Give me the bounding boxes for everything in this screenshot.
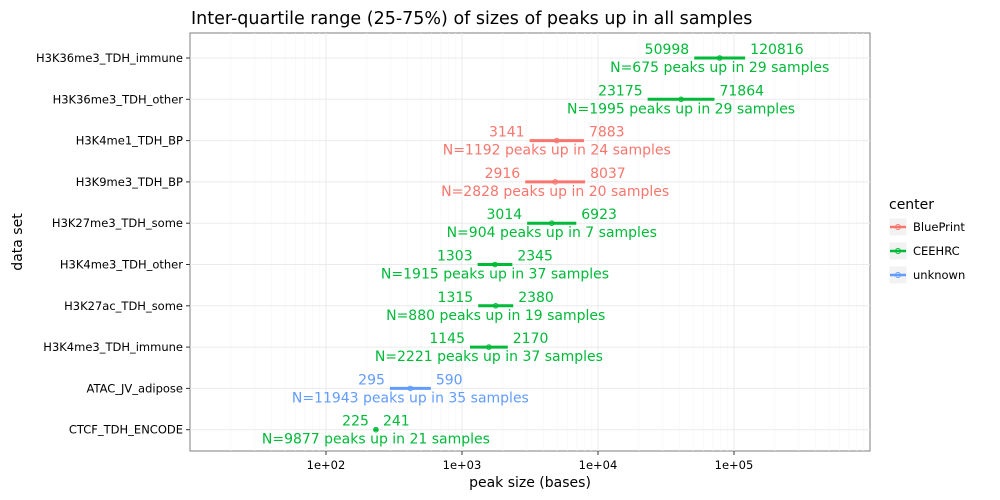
x-tick-label: 1e+02 xyxy=(307,458,346,472)
x-tick-label: 1e+04 xyxy=(579,458,618,472)
y-tick-label: H3K27me3_TDH_some xyxy=(52,216,183,230)
x-tick-label: 1e+03 xyxy=(443,458,482,472)
y-tick-label: ATAC_JV_adipose xyxy=(86,381,183,395)
y-tick-label: H3K9me3_TDH_BP xyxy=(76,175,183,189)
q25-label: 295 xyxy=(358,372,385,388)
median-point xyxy=(486,344,492,350)
legend-key-point xyxy=(895,224,901,230)
y-tick-label: H3K4me3_TDH_immune xyxy=(43,340,183,354)
q25-label: 3014 xyxy=(487,207,523,223)
count-label: N=11943 peaks up in 35 samples xyxy=(292,390,529,406)
count-label: N=1915 peaks up in 37 samples xyxy=(381,267,609,283)
count-label: N=904 peaks up in 7 samples xyxy=(447,225,657,241)
chart-title: Inter-quartile range (25-75%) of sizes o… xyxy=(191,9,752,29)
median-point xyxy=(373,426,379,433)
q25-label: 23175 xyxy=(598,83,643,99)
q75-label: 120816 xyxy=(750,42,804,58)
legend-items: BluePrint CEEHRC unknown xyxy=(888,217,965,285)
count-label: N=1192 peaks up in 24 samples xyxy=(443,143,671,159)
x-tick-label: 1e+05 xyxy=(715,458,754,472)
q75-label: 6923 xyxy=(581,207,617,223)
q75-label: 8037 xyxy=(590,166,626,182)
y-axis: H3K36me3_TDH_immune H3K36me3_TDH_other H3K… xyxy=(36,51,190,437)
q75-label: 7883 xyxy=(589,125,625,141)
legend-label: BluePrint xyxy=(913,220,965,234)
plot-panel xyxy=(189,32,871,452)
count-label: N=675 peaks up in 29 samples xyxy=(610,60,829,76)
q25-label: 225 xyxy=(342,414,369,430)
median-point xyxy=(716,55,723,61)
legend-key-point xyxy=(895,248,901,254)
y-tick-label: H3K4me1_TDH_BP xyxy=(76,134,183,148)
median-point xyxy=(552,179,558,185)
legend-title: center xyxy=(889,197,934,213)
q75-label: 241 xyxy=(383,414,410,430)
q25-label: 1145 xyxy=(429,331,465,347)
grid-lines xyxy=(190,33,870,451)
q25-label: 1303 xyxy=(437,249,473,265)
y-tick-label: H3K27ac_TDH_some xyxy=(64,299,183,313)
x-axis-title: peak size (bases) xyxy=(469,475,591,491)
q25-label: 1315 xyxy=(438,290,474,306)
y-tick-label: CTCF_TDH_ENCODE xyxy=(69,423,183,437)
q75-label: 2380 xyxy=(518,290,554,306)
count-label: N=2221 peaks up in 37 samples xyxy=(375,349,603,365)
q75-label: 71864 xyxy=(719,83,764,99)
y-tick-label: H3K36me3_TDH_immune xyxy=(36,51,183,65)
q25-label: 50998 xyxy=(645,42,690,58)
median-point xyxy=(492,303,499,309)
median-point xyxy=(553,137,560,144)
q75-label: 2170 xyxy=(513,331,549,347)
range-marks: 50998 120816 N=675 peaks up in 29 samples 2… xyxy=(262,42,829,448)
median-point xyxy=(678,96,684,103)
x-axis: 1e+02 1e+03 1e+04 1e+05 xyxy=(307,451,754,472)
legend-key-point xyxy=(895,272,901,278)
legend-label: unknown xyxy=(913,268,965,282)
count-label: N=1995 peaks up in 29 samples xyxy=(567,101,795,117)
q75-label: 2345 xyxy=(517,249,553,265)
count-label: N=880 peaks up in 19 samples xyxy=(386,308,605,324)
q25-label: 3141 xyxy=(489,125,525,141)
legend-label: CEEHRC xyxy=(913,244,960,258)
y-tick-label: H3K4me3_TDH_other xyxy=(60,258,183,272)
count-label: N=2828 peaks up in 20 samples xyxy=(441,184,669,200)
y-axis-title: data set xyxy=(10,213,26,271)
median-point xyxy=(407,385,414,392)
count-label: N=9877 peaks up in 21 samples xyxy=(262,432,490,448)
q25-label: 2916 xyxy=(485,166,521,182)
legend: center BluePrint CEEHRC unknown xyxy=(888,197,965,285)
median-point xyxy=(492,261,498,268)
median-point xyxy=(548,220,555,226)
q75-label: 590 xyxy=(436,372,463,388)
y-tick-label: H3K36me3_TDH_other xyxy=(53,92,184,106)
